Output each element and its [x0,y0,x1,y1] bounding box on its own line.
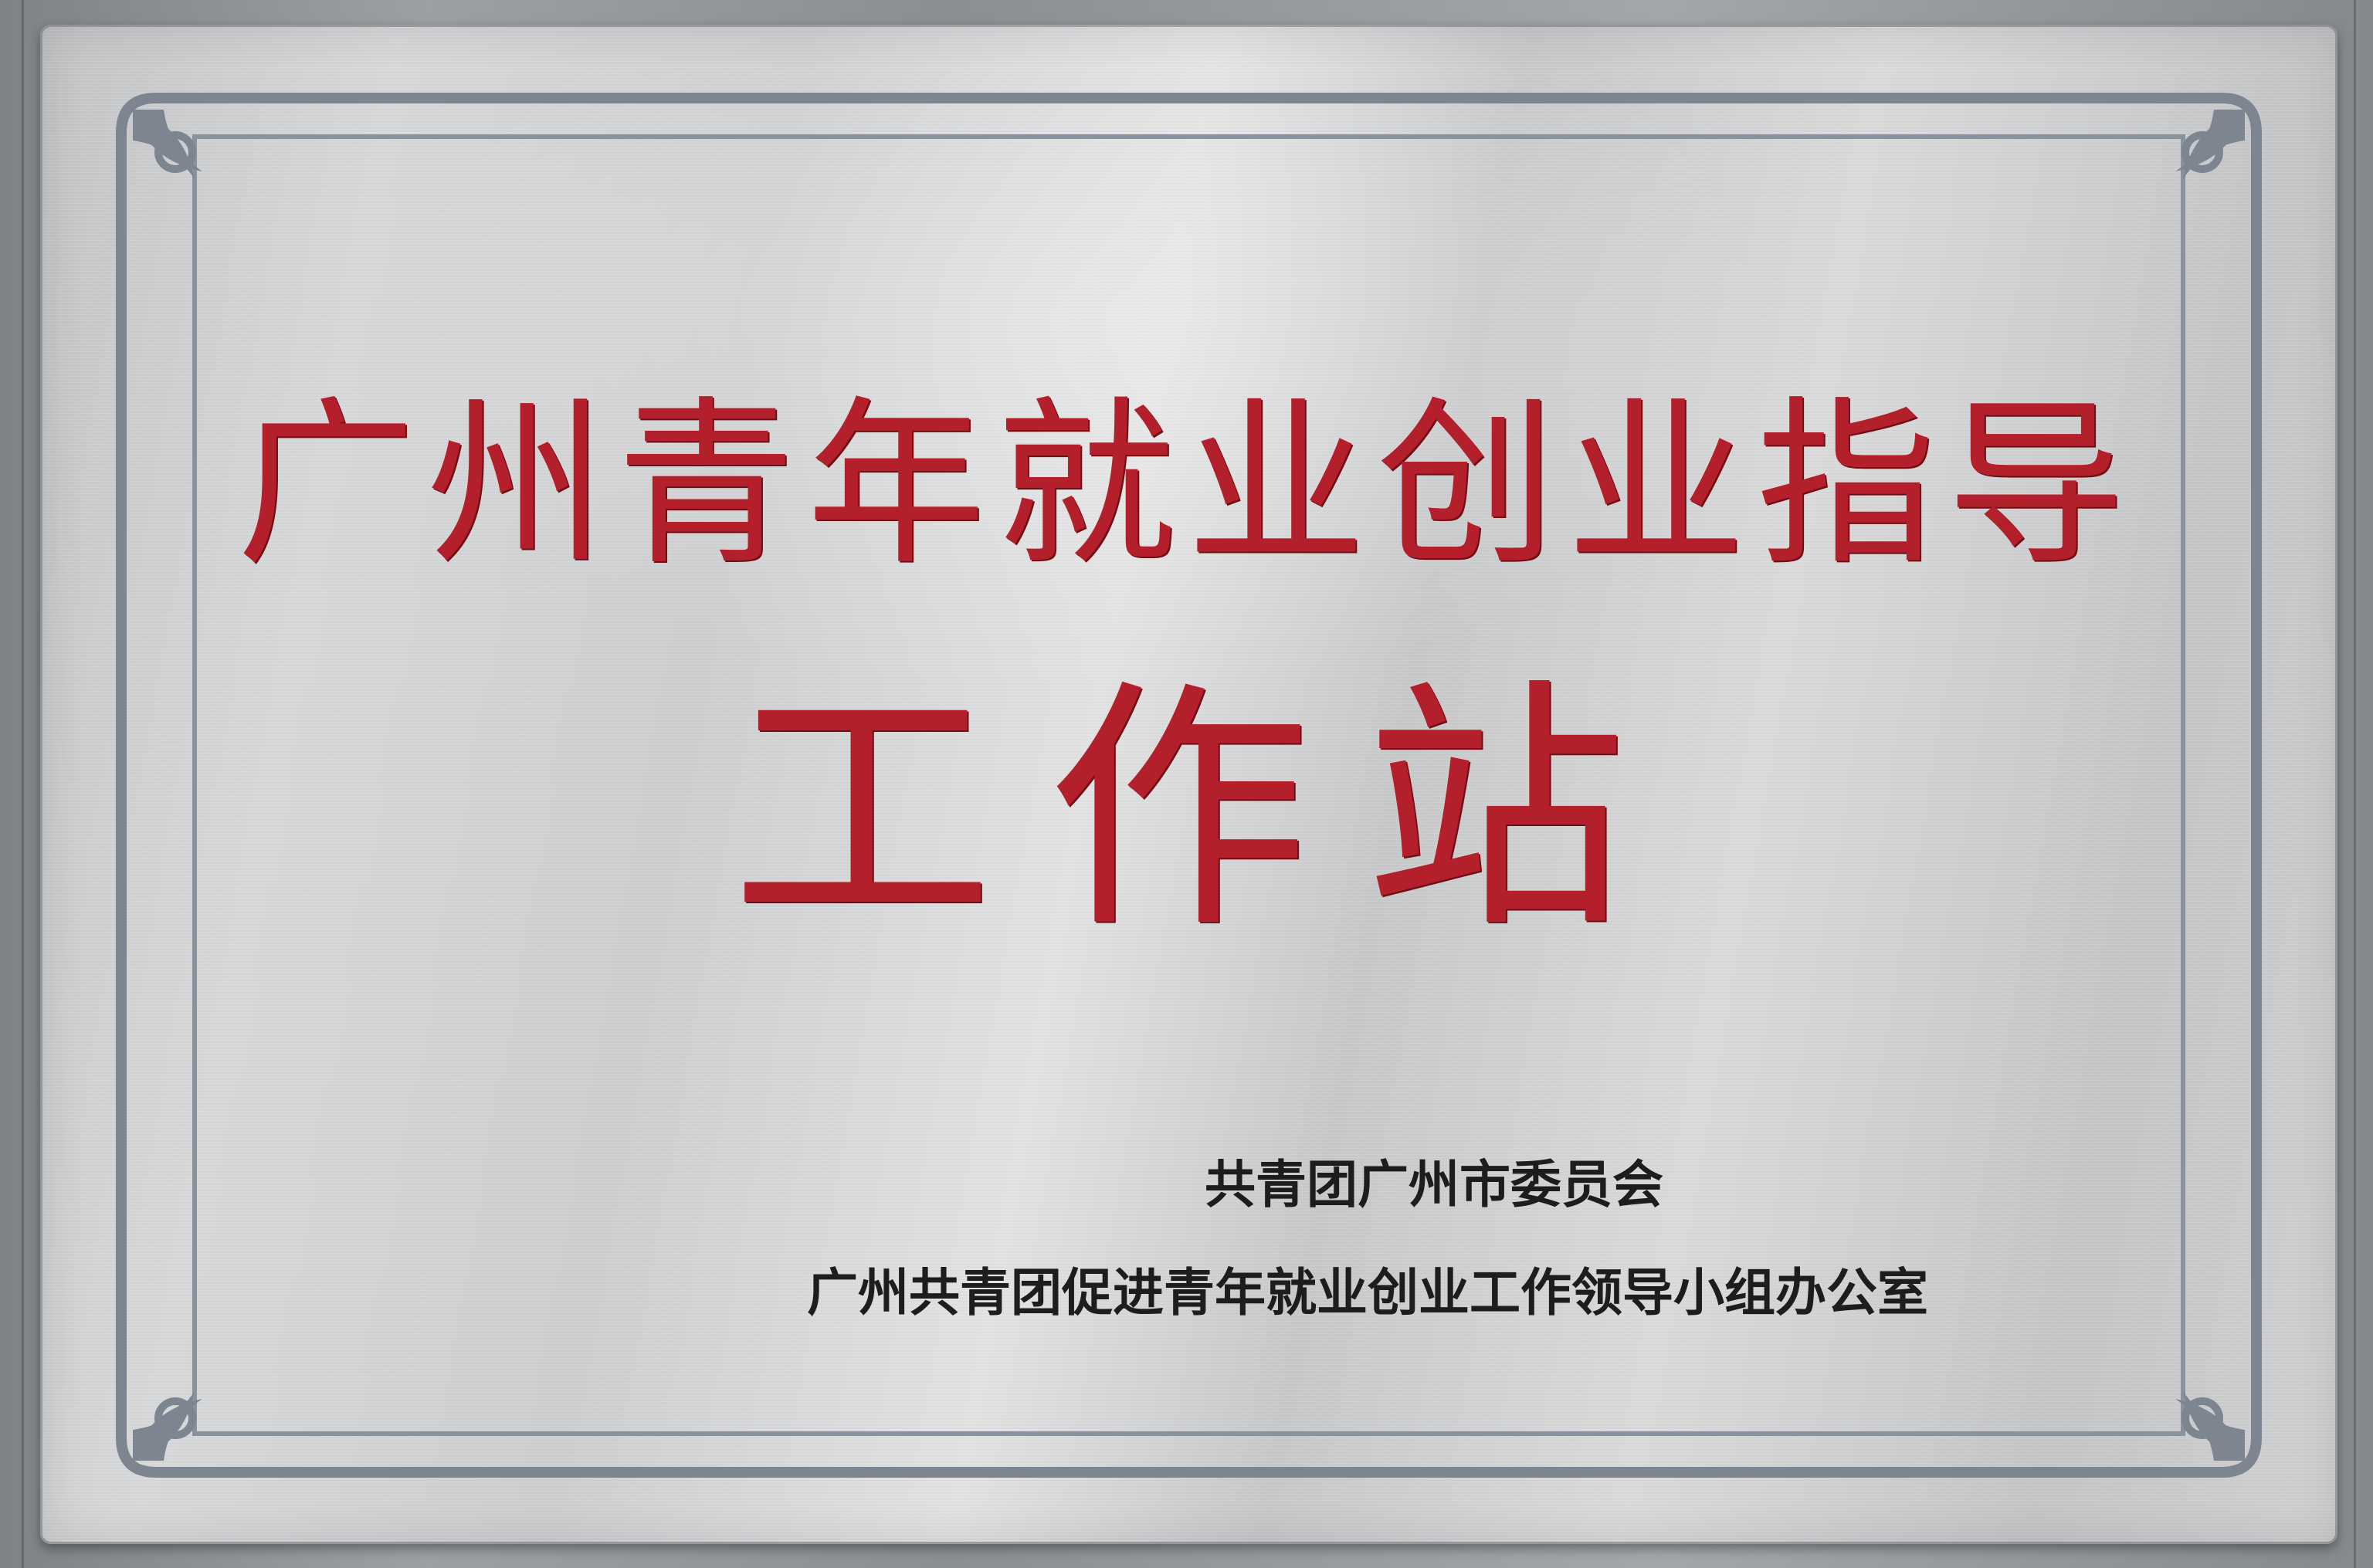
corner-ornament-top-right [2175,110,2245,179]
corner-ornament-bottom-left [133,1391,202,1461]
corner-ornament-top-left [133,110,202,179]
outer-frame-line [116,93,2262,1478]
inner-frame-line [192,134,2185,1436]
plaque-title-line-2: 工作站 [731,658,1681,963]
corner-ornament-bottom-right [2175,1391,2245,1461]
decorative-border [116,93,2262,1478]
wall-seam-right [2354,0,2356,1568]
plaque-title-line-1: 广州青年就业创业指导 [236,381,2137,589]
issuer-organization-2: 广州共青团促进青年就业创业工作领导小组办公室 [807,1263,1928,1322]
issuer-organization-1: 共青团广州市委员会 [1205,1155,1663,1214]
metal-plaque [40,25,2337,1544]
wall-seam-left [22,0,24,1568]
